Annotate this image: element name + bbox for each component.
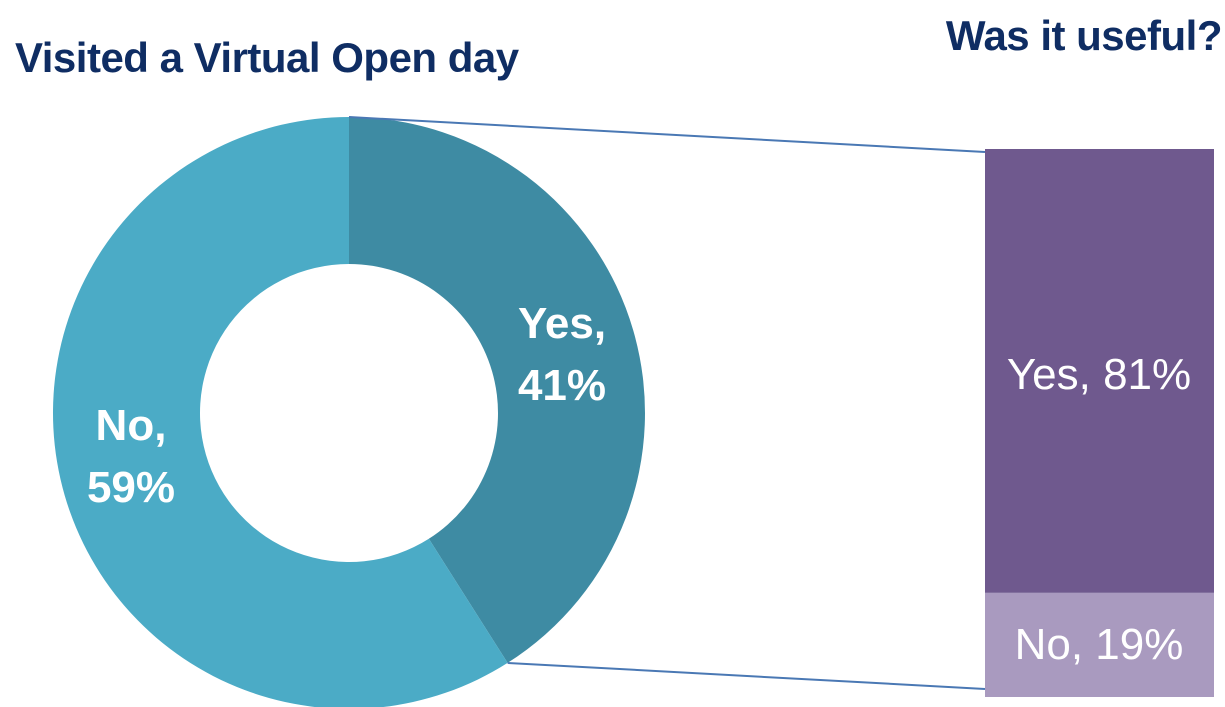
- bar-chart-title: Was it useful?: [946, 12, 1222, 59]
- donut-label-no-category: No,: [96, 401, 167, 450]
- bar-label-no: No, 19%: [1015, 620, 1184, 669]
- donut-slice-no: [53, 117, 508, 707]
- donut-slice-yes: [349, 117, 645, 663]
- donut-chart-title: Visited a Virtual Open day: [15, 34, 520, 81]
- bar-label-yes: Yes, 81%: [1007, 350, 1191, 399]
- donut-label-no-value: 59%: [87, 463, 175, 512]
- donut-label-yes-category: Yes,: [518, 299, 606, 348]
- bar-segment-no: [985, 592, 1214, 697]
- bar-segment-yes: [985, 149, 1214, 593]
- connector-line-bottom: [507, 661, 986, 690]
- donut-label-yes-value: 41%: [518, 361, 606, 410]
- connector-line-top: [348, 116, 986, 153]
